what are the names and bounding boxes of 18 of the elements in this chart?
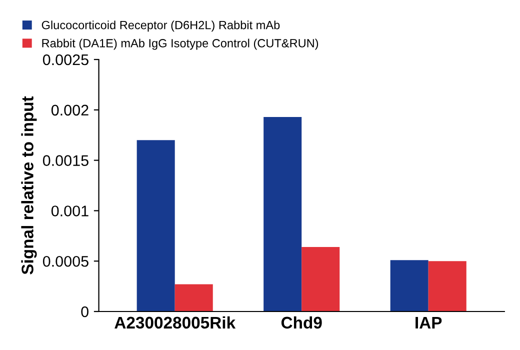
bar [136,140,175,312]
bar [390,260,428,312]
bar [264,116,302,312]
legend-label: Rabbit (DA1E) mAb IgG Isotype Control (CUT&RUN) [42,38,318,50]
y-axis-title: Signal relative to input [21,96,37,274]
bar [174,284,213,312]
y-tick-label: 0.0015 [42,155,88,166]
y-tick-label: 0.0005 [42,256,88,267]
x-tick-label: A230028005Rik [114,316,236,329]
legend-label: Glucocorticoid Receptor (D6H2L) Rabbit mAb [42,20,280,32]
bar [428,261,466,312]
bar [302,246,340,312]
y-tick-label: 0 [81,306,88,318]
y-tick-label: 0.001 [51,206,88,216]
y-tick-label: 0.0025 [42,54,88,66]
x-tick-label: IAP [416,316,442,328]
x-tick-label: Chd9 [281,316,322,329]
y-tick-label: 0.002 [51,104,88,116]
